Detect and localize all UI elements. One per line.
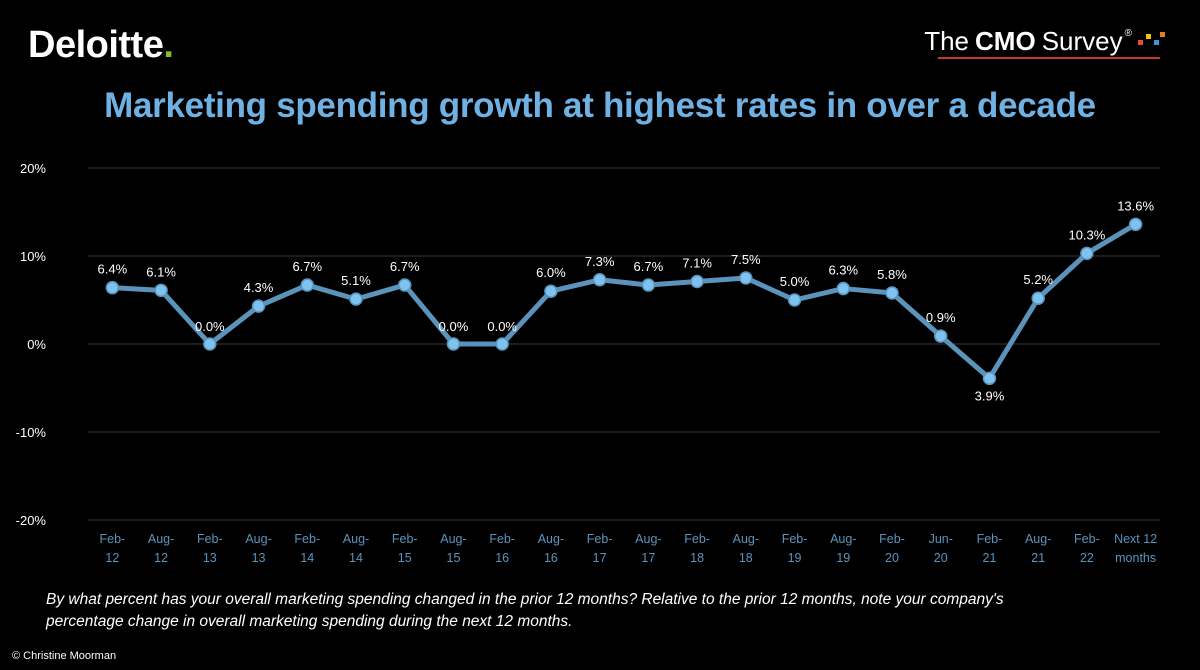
data-point: [1031, 291, 1045, 305]
data-label: 13.6%: [1117, 198, 1154, 213]
x-tick-label: Feb-13: [197, 532, 223, 565]
x-tick-label: Next 12 months: [1114, 532, 1157, 565]
data-point: [836, 281, 851, 296]
x-tick-label: Feb-12: [100, 532, 126, 565]
x-tick-label: Feb-14: [294, 532, 320, 565]
x-tick-label: Jun-20: [929, 532, 953, 565]
data-point: [349, 292, 363, 306]
data-point: [203, 337, 217, 351]
data-point: [495, 337, 509, 351]
cmo-logo-underline: [938, 57, 1160, 59]
x-tick-label: Feb-15: [392, 532, 418, 565]
data-label: 6.7%: [634, 259, 664, 274]
x-tick-label: Aug-16: [538, 532, 564, 565]
data-label: 6.7%: [390, 259, 420, 274]
data-point: [641, 278, 656, 292]
data-point: [300, 278, 315, 292]
data-label: 6.7%: [292, 259, 322, 274]
cmo-logo-registered-mark: ®: [1124, 28, 1132, 39]
data-point: [690, 274, 704, 289]
x-tick-label: Feb-20: [879, 532, 905, 565]
data-label: 0.0%: [487, 319, 517, 334]
data-label: 6.3%: [828, 263, 858, 278]
data-label: 5.2%: [1023, 272, 1053, 287]
x-tick-label: Aug-17: [635, 532, 661, 565]
data-label: 6.4%: [98, 262, 128, 277]
data-label: 10.3%: [1068, 227, 1105, 242]
data-point: [105, 280, 120, 295]
data-label: 6.0%: [536, 265, 566, 280]
data-point: [933, 329, 948, 343]
x-tick-label: Aug-12: [148, 532, 174, 565]
data-point: [739, 271, 753, 285]
cmo-logo-bold: CMO: [975, 26, 1036, 56]
data-point: [1128, 217, 1143, 232]
x-tick-label: Aug-21: [1025, 532, 1051, 565]
deloitte-logo-dot: .: [163, 24, 174, 66]
cmo-logo-prefix: The: [924, 26, 970, 56]
x-tick-label: Aug-18: [733, 532, 759, 565]
data-label: 5.0%: [780, 274, 810, 289]
cmo-logo-squares-icon: [1136, 26, 1166, 52]
copyright-credit: © Christine Moorman: [12, 650, 117, 662]
x-tick-label: Aug-15: [440, 532, 466, 565]
x-tick-label: Feb-21: [977, 532, 1003, 565]
cmo-logo-suffix: Survey: [1041, 26, 1123, 56]
y-tick-label: 10%: [20, 249, 46, 264]
data-point: [982, 371, 997, 386]
x-tick-label: Feb-17: [587, 532, 613, 565]
data-label: 0.0%: [439, 319, 469, 334]
data-label: 3.9%: [975, 388, 1005, 403]
data-label: 0.9%: [926, 310, 956, 325]
y-tick-label: 0%: [27, 337, 46, 352]
data-label: 7.3%: [585, 254, 615, 269]
data-point: [397, 278, 412, 292]
data-point: [251, 299, 266, 313]
data-point: [446, 337, 461, 351]
x-tick-label: Aug-14: [343, 532, 369, 565]
cmo-survey-logo: The CMO Survey ®: [924, 26, 1166, 57]
chart-title: Marketing spending growth at highest rat…: [104, 86, 1096, 125]
data-point: [1080, 246, 1094, 261]
data-label: 7.5%: [731, 252, 761, 267]
data-label: 6.1%: [146, 264, 176, 279]
data-label: 5.8%: [877, 267, 907, 282]
data-point: [592, 273, 607, 287]
data-point: [787, 293, 802, 307]
x-tick-label: Feb-18: [684, 532, 710, 565]
data-label: 0.0%: [195, 319, 225, 334]
x-tick-label: Aug-13: [245, 532, 271, 565]
data-label: 5.1%: [341, 273, 371, 288]
data-point: [154, 283, 168, 298]
deloitte-logo-text: Deloitte: [28, 24, 164, 66]
data-label: 4.3%: [244, 280, 274, 295]
x-tick-label: Feb-19: [782, 532, 808, 565]
x-tick-label: Aug-19: [830, 532, 856, 565]
deloitte-logo: Deloitte.: [28, 24, 174, 67]
survey-question: By what percent has your overall marketi…: [46, 591, 1004, 630]
data-point: [544, 284, 558, 298]
y-tick-label: -20%: [16, 513, 47, 528]
series-line: [109, 221, 1139, 381]
x-tick-label: Feb-22: [1074, 532, 1100, 565]
x-tick-label: Feb-16: [489, 532, 515, 565]
y-tick-label: 20%: [20, 161, 46, 176]
data-label: 7.1%: [682, 256, 712, 271]
data-point: [885, 286, 899, 300]
y-tick-label: -10%: [16, 425, 47, 440]
